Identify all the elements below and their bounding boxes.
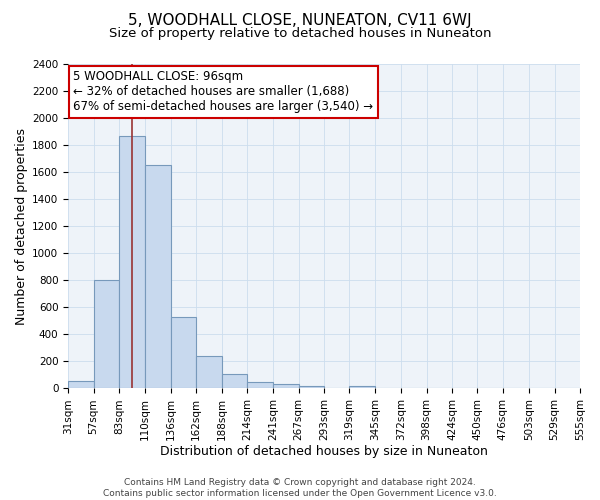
Bar <box>299 386 324 388</box>
X-axis label: Distribution of detached houses by size in Nuneaton: Distribution of detached houses by size … <box>160 444 488 458</box>
Bar <box>119 136 145 388</box>
Bar <box>247 382 273 388</box>
Bar <box>273 384 299 388</box>
Y-axis label: Number of detached properties: Number of detached properties <box>15 128 28 324</box>
Bar <box>94 280 119 388</box>
Bar <box>145 166 171 388</box>
Text: 5 WOODHALL CLOSE: 96sqm
← 32% of detached houses are smaller (1,688)
67% of semi: 5 WOODHALL CLOSE: 96sqm ← 32% of detache… <box>73 70 373 114</box>
Bar <box>171 317 196 388</box>
Bar <box>68 381 94 388</box>
Text: Size of property relative to detached houses in Nuneaton: Size of property relative to detached ho… <box>109 28 491 40</box>
Text: Contains HM Land Registry data © Crown copyright and database right 2024.
Contai: Contains HM Land Registry data © Crown c… <box>103 478 497 498</box>
Bar <box>221 374 247 388</box>
Text: 5, WOODHALL CLOSE, NUNEATON, CV11 6WJ: 5, WOODHALL CLOSE, NUNEATON, CV11 6WJ <box>128 12 472 28</box>
Bar <box>349 386 375 388</box>
Bar <box>196 356 221 388</box>
